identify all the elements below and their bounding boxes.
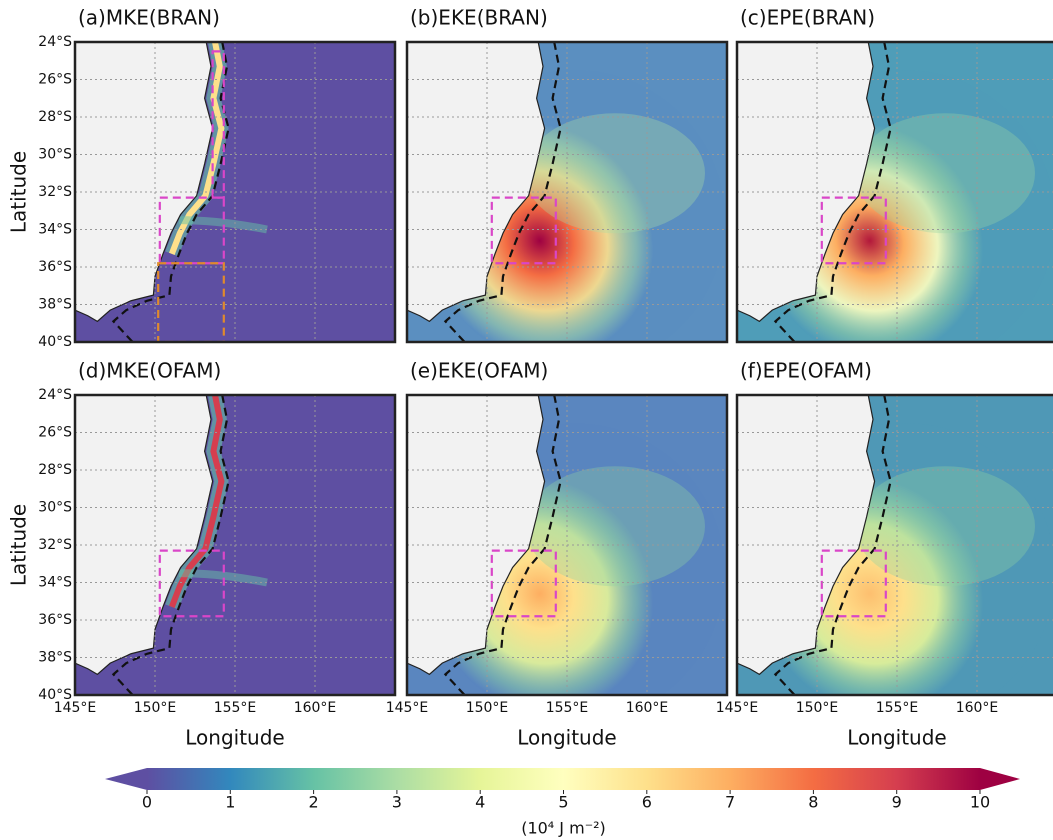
- panel-frame: [73, 393, 397, 697]
- eddy-field: [178, 569, 268, 587]
- x-tick-label: 145°E: [54, 700, 97, 716]
- y-tick-label: 26°S: [38, 425, 72, 441]
- region-box: [490, 549, 557, 618]
- y-tick-label: 40°S: [38, 687, 72, 703]
- y-tick-label: 30°S: [38, 500, 72, 516]
- x-tick-label: 150°E: [466, 700, 509, 716]
- colorbar-tick-label: 0: [142, 793, 152, 812]
- map-panel: [75, 42, 395, 342]
- land: [407, 42, 546, 342]
- panel-title: (b)EKE(BRAN): [410, 6, 548, 30]
- land: [75, 42, 214, 342]
- y-tick-label: 38°S: [38, 297, 72, 313]
- colorbar-tick-label: 1: [225, 793, 235, 812]
- map-panel: [737, 42, 1053, 342]
- panel-title: (c)EPE(BRAN): [740, 6, 875, 30]
- y-tick-label: 30°S: [38, 147, 72, 163]
- x-tick-label: 150°E: [796, 700, 839, 716]
- panel-frame: [735, 393, 1053, 697]
- map-panel: [407, 42, 727, 342]
- y-tick-label: 40°S: [38, 334, 72, 350]
- region-box: [158, 549, 225, 618]
- panel-title: (f)EPE(OFAM): [740, 359, 872, 383]
- colorbar-extend: [105, 768, 147, 790]
- y-tick-label: 34°S: [38, 575, 72, 591]
- colorbar-tick-label: 4: [475, 793, 485, 812]
- colorbar-tick-label: 3: [392, 793, 402, 812]
- colorbar-tick-label: 8: [808, 793, 818, 812]
- panel-title: (d)MKE(OFAM): [78, 359, 221, 383]
- x-axis-label: Longitude: [517, 726, 616, 750]
- region-box: [490, 196, 557, 265]
- x-tick-label: 155°E: [214, 700, 257, 716]
- shelf-contour: [443, 395, 562, 695]
- panel-frame: [735, 40, 1053, 344]
- panel-frame: [73, 40, 397, 344]
- map-panel: [407, 395, 727, 695]
- y-tick-label: 24°S: [38, 34, 72, 50]
- y-axis-label: Latitude: [7, 504, 31, 586]
- x-tick-label: 155°E: [876, 700, 919, 716]
- eddy-field: [525, 113, 705, 234]
- region-box: [211, 50, 225, 199]
- eddy-field: [855, 113, 1035, 234]
- region-box: [820, 196, 887, 265]
- y-tick-label: 38°S: [38, 650, 72, 666]
- eddy-field: [525, 466, 705, 587]
- region-box: [157, 262, 225, 342]
- y-tick-label: 34°S: [38, 222, 72, 238]
- panel-title: (e)EKE(OFAM): [410, 359, 548, 383]
- y-tick-label: 28°S: [38, 462, 72, 478]
- colorbar-tick-label: 9: [892, 793, 902, 812]
- land: [407, 395, 546, 695]
- land: [737, 42, 876, 342]
- y-tick-label: 24°S: [38, 387, 72, 403]
- colorbar-tick-label: 10: [970, 793, 990, 812]
- x-tick-label: 160°E: [626, 700, 669, 716]
- colorbar-extend: [980, 768, 1020, 790]
- land: [75, 395, 214, 695]
- colorbar: [147, 768, 980, 790]
- x-tick-label: 160°E: [956, 700, 999, 716]
- y-tick-label: 36°S: [38, 259, 72, 275]
- x-tick-label: 150°E: [134, 700, 177, 716]
- x-tick-label: 145°E: [716, 700, 759, 716]
- map-panel: [737, 395, 1053, 695]
- colorbar-label: (10⁴ J m⁻²): [521, 819, 606, 838]
- y-tick-label: 36°S: [38, 612, 72, 628]
- land: [737, 395, 876, 695]
- y-tick-label: 28°S: [38, 109, 72, 125]
- y-tick-label: 32°S: [38, 537, 72, 553]
- region-box: [820, 549, 887, 618]
- colorbar-tick-label: 5: [558, 793, 568, 812]
- panel-title: (a)MKE(BRAN): [78, 6, 220, 30]
- x-axis-label: Longitude: [185, 726, 284, 750]
- x-tick-label: 155°E: [546, 700, 589, 716]
- shelf-contour: [443, 42, 562, 342]
- y-tick-label: 32°S: [38, 184, 72, 200]
- panel-frame: [405, 393, 729, 697]
- x-tick-label: 160°E: [294, 700, 337, 716]
- colorbar-tick-label: 2: [309, 793, 319, 812]
- shelf-contour: [111, 395, 230, 695]
- x-axis-label: Longitude: [847, 726, 946, 750]
- colorbar-tick-label: 6: [642, 793, 652, 812]
- y-tick-label: 26°S: [38, 72, 72, 88]
- x-tick-label: 145°E: [386, 700, 429, 716]
- panel-frame: [405, 40, 729, 344]
- colorbar-tick-label: 7: [725, 793, 735, 812]
- shelf-contour: [773, 42, 892, 342]
- map-panel: [75, 395, 395, 695]
- shelf-contour: [773, 395, 892, 695]
- jet-field: [169, 395, 225, 608]
- y-axis-label: Latitude: [7, 151, 31, 233]
- eddy-field: [855, 466, 1035, 587]
- eddy-field: [178, 216, 268, 234]
